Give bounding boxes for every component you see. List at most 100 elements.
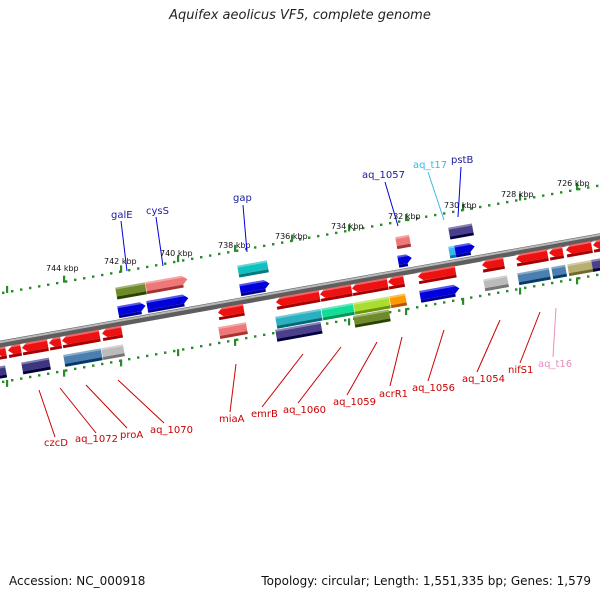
- gene-gloss: [395, 234, 410, 240]
- scale-dot: [317, 234, 320, 238]
- scale-dot: [551, 281, 554, 285]
- gene-label-nifS1[interactable]: nifS1: [508, 365, 533, 376]
- scale-dot: [335, 231, 338, 235]
- leader-line: [519, 311, 541, 364]
- gene-label-aq_1060[interactable]: aq_1060: [283, 405, 326, 416]
- gene-label-pstB[interactable]: pstB: [451, 155, 473, 166]
- scale-dot: [524, 197, 527, 201]
- gene-label-emrB[interactable]: emrB: [251, 409, 278, 420]
- gene-gloss: [0, 346, 6, 351]
- scale-tick: [576, 277, 579, 285]
- gene-feature: [515, 249, 549, 267]
- gene-label-aq_1054[interactable]: aq_1054: [462, 374, 505, 385]
- scale-dot: [524, 286, 527, 290]
- gene-feature: [21, 357, 51, 375]
- gene-label-acrR1[interactable]: acrR1: [379, 389, 408, 400]
- gene-shadow: [482, 265, 505, 273]
- gene-gloss: [115, 282, 146, 290]
- scale-dot: [380, 223, 383, 226]
- scale-dot: [101, 362, 104, 366]
- gene-gloss: [448, 223, 473, 230]
- gene-shape: [102, 325, 123, 338]
- gene-label-aq_1059[interactable]: aq_1059: [333, 397, 376, 408]
- gene-shape: [115, 282, 147, 297]
- gene-feature: [101, 325, 124, 342]
- gene-shadow: [118, 311, 142, 319]
- genome-backbone: [0, 233, 600, 348]
- gene-shadow: [218, 312, 245, 321]
- scale-dot: [452, 299, 455, 303]
- scale-tick: [177, 255, 180, 263]
- gene-feature: [218, 322, 248, 339]
- gene-gloss: [515, 249, 548, 257]
- scale-dot: [65, 280, 68, 283]
- gene-shape: [218, 322, 248, 337]
- leader-line: [457, 166, 462, 218]
- scale-dot: [236, 338, 239, 341]
- gene-label-czcD[interactable]: czcD: [44, 438, 68, 449]
- scale-tick: [177, 349, 180, 357]
- gene-label-galE[interactable]: galE: [111, 210, 133, 221]
- gene-gloss: [353, 296, 389, 305]
- gene-label-aq_1056[interactable]: aq_1056: [412, 383, 455, 394]
- gene-gloss: [237, 260, 268, 268]
- gene-shadow: [568, 268, 595, 277]
- gene-shape: [418, 265, 457, 281]
- scale-dot: [56, 370, 59, 374]
- gene-label-aq_t17[interactable]: aq_t17: [413, 160, 447, 171]
- gene-feature: [483, 275, 509, 292]
- gene-label-proA[interactable]: proA: [120, 430, 143, 441]
- map-title: Aquifex aeolicus VF5, complete genome: [169, 8, 431, 23]
- gene-label-miaA[interactable]: miaA: [219, 414, 245, 425]
- scale-dot: [479, 205, 482, 209]
- scale-label: 734 kbp: [331, 222, 364, 231]
- scale-tick: [519, 287, 522, 295]
- scale-dot: [11, 379, 14, 382]
- gene-feature: [239, 279, 270, 297]
- scale-dot: [542, 194, 545, 197]
- gene-label-aq_1057[interactable]: aq_1057: [362, 170, 405, 181]
- gene-feature: [115, 282, 147, 300]
- scale-dot: [110, 361, 113, 364]
- scale-label: 744 kbp: [46, 264, 79, 273]
- gene-feature: [567, 259, 595, 277]
- scale-dot: [137, 267, 140, 270]
- gene-feature: [275, 308, 323, 329]
- gene-label-gap[interactable]: gap: [233, 193, 252, 204]
- gene-label-aq_t16[interactable]: aq_t16: [538, 359, 572, 370]
- leader-line: [85, 384, 128, 429]
- gene-feature: [321, 302, 355, 321]
- leader-line: [155, 216, 164, 267]
- gene-feature: [0, 365, 8, 380]
- gene-feature: [217, 303, 245, 321]
- scale-dot: [128, 357, 131, 361]
- gene-gloss: [275, 308, 321, 319]
- gene-shadow: [449, 254, 457, 259]
- gene-gloss: [21, 357, 50, 365]
- gene-feature: [389, 293, 408, 309]
- scale-dot: [101, 273, 104, 277]
- gene-label-cysS[interactable]: cysS: [146, 206, 169, 217]
- leader-line: [59, 387, 97, 434]
- gene-shape: [49, 336, 62, 347]
- gene-gloss: [419, 283, 459, 293]
- scale-dot: [560, 280, 563, 283]
- gene-label-aq_1070[interactable]: aq_1070: [150, 425, 193, 436]
- scale-dot: [506, 289, 509, 293]
- scale-dot: [299, 238, 302, 241]
- gene-shape: [63, 348, 103, 364]
- gene-shape: [276, 290, 321, 306]
- gene-feature: [548, 246, 565, 261]
- gene-gloss: [101, 325, 122, 332]
- gene-shape: [593, 238, 600, 249]
- scale-dot: [245, 247, 248, 251]
- scale-dot: [2, 291, 5, 295]
- gene-feature: [419, 283, 460, 303]
- gene-gloss: [275, 321, 321, 332]
- gene-shape: [389, 293, 407, 306]
- scale-dot: [110, 272, 113, 275]
- gene-label-aq_1072[interactable]: aq_1072: [75, 434, 118, 445]
- leader-line: [552, 307, 557, 358]
- scale-dot: [362, 226, 365, 230]
- scale-tick: [462, 297, 465, 305]
